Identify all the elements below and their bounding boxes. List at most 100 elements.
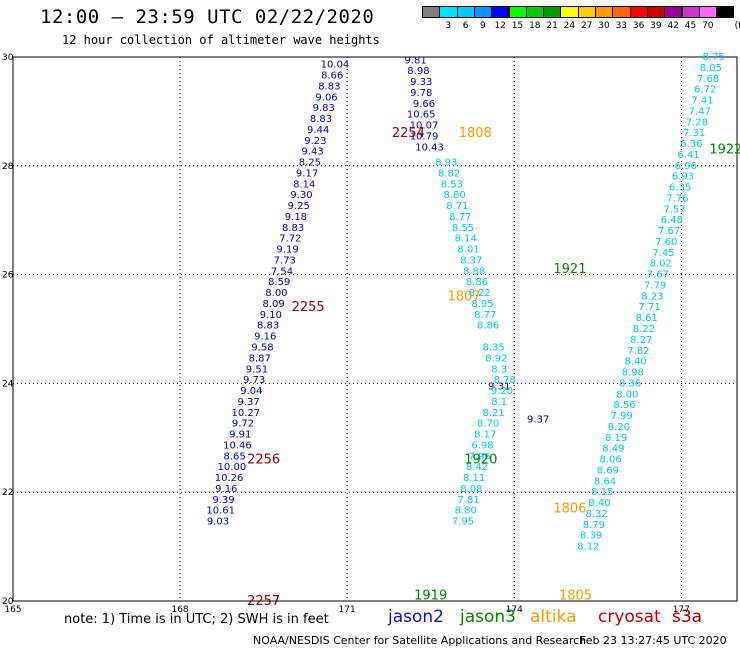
colorbar-swatch <box>456 6 475 18</box>
swh-data-label: 8.11 <box>463 473 485 484</box>
y-tick-label: 22 <box>2 488 13 498</box>
colorbar-label: 12 <box>494 21 506 31</box>
swh-data-label: 8.35 <box>482 342 504 353</box>
swh-data-label: 9.33 <box>410 77 432 88</box>
legend-jason2: jason2 <box>388 607 444 627</box>
legend-cryosat: cryosat <box>598 607 661 627</box>
colorbar-swatch <box>560 6 579 18</box>
swh-data-label: 10.07 <box>410 121 439 132</box>
swh-data-label: 7.99 <box>611 411 633 422</box>
pass-time-label: 1808 <box>459 126 492 141</box>
swh-data-label: 6.48 <box>661 215 683 226</box>
pass-time-label: 2255 <box>292 300 325 315</box>
swh-data-label: 8.78 <box>494 375 516 386</box>
x-tick-label: 171 <box>339 605 356 615</box>
pass-time-label: 2254 <box>392 126 425 141</box>
swh-data-label: 7.28 <box>686 117 708 128</box>
legend-s3a: s3a <box>672 607 703 627</box>
swh-data-label: 8.83 <box>282 223 304 234</box>
legend-altika: altika <box>530 607 577 627</box>
note-text: note: 1) Time is in UTC; 2) SWH is in fe… <box>64 612 329 627</box>
swh-data-label: 8.20 <box>608 422 630 433</box>
swh-data-label: 8.25 <box>299 158 321 169</box>
colorbar-swatch <box>525 6 545 18</box>
pass-time-label: 1921 <box>553 262 586 277</box>
colorbar-label: 9 <box>480 21 486 31</box>
swh-data-label: 9.83 <box>313 103 335 114</box>
pass-time-label: 2257 <box>247 594 280 609</box>
swh-data-label: 9.81 <box>405 55 427 66</box>
swh-data-label: 9.04 <box>240 386 262 397</box>
swh-data-label: 7.47 <box>689 106 711 117</box>
swh-data-label: 9.73 <box>243 375 265 386</box>
pass-time-label: 1807 <box>448 289 481 304</box>
swh-data-label: 8.37 <box>460 255 482 266</box>
swh-data-label: 8.1 <box>491 397 507 408</box>
pass-time-label: 2256 <box>247 453 280 468</box>
swh-data-label: 7.45 <box>652 248 674 259</box>
swh-data-label: 6.72 <box>694 85 716 96</box>
swh-data-label: 9.91 <box>229 430 251 441</box>
swh-data-label: 6.98 <box>471 440 493 451</box>
colorbar-label: 27 <box>580 21 593 31</box>
swh-data-label: 7.41 <box>691 96 713 107</box>
pass-time-label: 1919 <box>414 589 447 604</box>
colorbar-label: 33 <box>615 21 628 31</box>
colorbar-swatch <box>543 6 562 18</box>
colorbar-swatch <box>595 6 614 18</box>
swh-data-label: 8.59 <box>268 277 290 288</box>
swh-data-label: 8.53 <box>441 179 463 190</box>
swh-data-label: 6.96 <box>675 161 697 172</box>
x-tick-label: 177 <box>673 605 690 615</box>
swh-data-label: 9.25 <box>288 201 310 212</box>
swh-data-label: 10.27 <box>231 408 260 419</box>
colorbar-swatch <box>577 6 596 18</box>
colorbar-label: 36 <box>632 21 645 31</box>
swh-data-label: 8.05 <box>700 63 722 74</box>
swh-data-label: 7.57 <box>663 204 685 215</box>
colorbar-swatch <box>422 6 441 18</box>
swh-data-label: 9.06 <box>315 92 337 103</box>
colorbar-swatch <box>508 6 527 18</box>
y-tick-label: 28 <box>2 162 14 172</box>
swh-data-label: 8.82 <box>438 168 460 179</box>
colorbar-swatch <box>664 6 683 18</box>
swh-data-label: 8.77 <box>449 212 471 223</box>
swh-data-label: 8.14 <box>293 179 315 190</box>
swh-data-label: 10.46 <box>223 440 252 451</box>
swh-data-label: 7.67 <box>647 270 669 281</box>
colorbar-label: 45 <box>684 21 697 31</box>
swh-data-label: 7.71 <box>638 302 660 313</box>
swh-data-label: 8.42 <box>466 462 488 473</box>
swh-data-label: 9.16 <box>254 332 276 343</box>
chart-subtitle: 12 hour collection of altimeter wave hei… <box>62 33 380 47</box>
swh-data-label: 8.17 <box>474 430 496 441</box>
pass-time-label: 1806 <box>553 502 586 517</box>
swh-data-label: 8.22 <box>633 324 655 335</box>
x-tick-label: 168 <box>171 605 188 615</box>
colorbar-label: 18 <box>529 21 541 31</box>
swh-data-label: 8.49 <box>602 444 624 455</box>
colorbar-swatch <box>629 6 648 18</box>
colorbar-swatch <box>698 6 718 18</box>
pass-time-label: 1805 <box>559 589 592 604</box>
swh-data-label: 7.79 <box>644 280 666 291</box>
swh-data-label: 8.80 <box>444 190 466 201</box>
swh-data-label: 8.00 <box>616 389 638 400</box>
y-tick-label: 24 <box>2 379 14 389</box>
swh-data-label: 10.04 <box>321 60 350 71</box>
swh-data-label: 10.00 <box>218 462 247 473</box>
colorbar-label: 30 <box>598 21 610 31</box>
swh-data-label: 8.77 <box>474 310 496 321</box>
swh-data-label: 6.35 <box>669 183 691 194</box>
timestamp-text: Feb 23 13:27:45 UTC 2020 <box>580 634 727 647</box>
swh-data-label: 9.51 <box>246 364 268 375</box>
colorbar-label: 3 <box>445 21 452 31</box>
swh-data-label: 7.95 <box>452 517 474 528</box>
swh-data-label: 8.40 <box>588 498 610 509</box>
swh-data-label: 8.06 <box>599 455 621 466</box>
swh-data-label: 8.00 <box>265 288 287 299</box>
swh-data-label: 8.80 <box>455 506 477 517</box>
swh-data-label: 10.26 <box>215 473 244 484</box>
